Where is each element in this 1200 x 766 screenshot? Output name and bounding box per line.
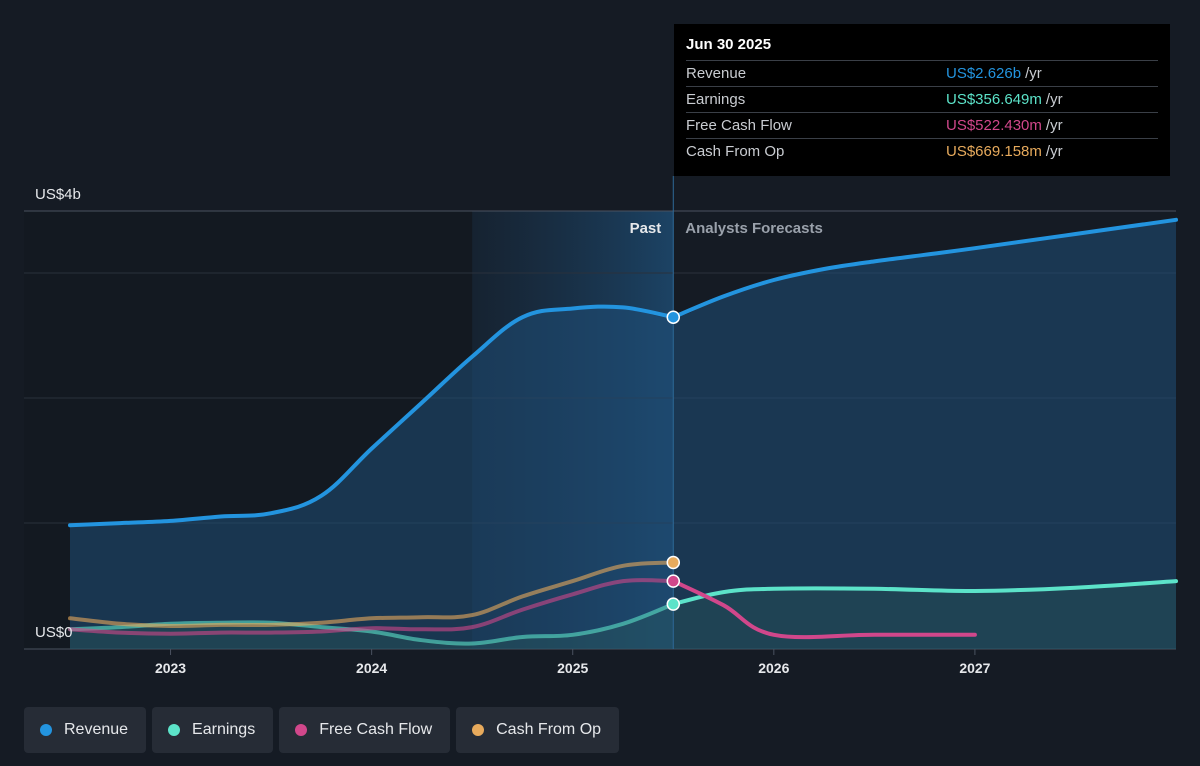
cash-from-op-line	[68, 560, 676, 629]
tooltip-label: Free Cash Flow	[686, 117, 792, 134]
legend-label: Earnings	[192, 721, 256, 738]
tooltip-value: US$669.158m	[946, 143, 1042, 160]
legend-label: Revenue	[64, 721, 129, 738]
earnings-line	[68, 602, 676, 646]
legend-label: Cash From Op	[496, 721, 602, 738]
tooltip-value: US$2.626b	[946, 65, 1022, 82]
tooltip-unit: /yr	[1045, 91, 1063, 108]
x-axis-ticks: 2023 2024 2025 2026 2027	[155, 649, 991, 676]
legend-item-free-cash-flow[interactable]: Free Cash Flow	[279, 707, 451, 753]
tooltip-row: Earnings US$356.649m/yr	[686, 86, 1158, 112]
legend-label: Free Cash Flow	[319, 721, 433, 738]
tooltip-label: Revenue	[686, 65, 747, 82]
tooltip-unit: /yr	[1025, 65, 1042, 82]
legend-dot-icon	[40, 724, 52, 736]
tooltip-unit: /yr	[1045, 117, 1063, 134]
revenue-area	[70, 219, 1176, 650]
legend-item-earnings[interactable]: Earnings	[152, 707, 274, 753]
free-cash-flow-line	[68, 578, 676, 636]
legend: Revenue Earnings Free Cash Flow Cash From O…	[24, 707, 620, 753]
tooltip-label: Earnings	[686, 91, 746, 108]
revenue-line	[68, 304, 676, 528]
revenue-marker[interactable]	[666, 310, 681, 324]
x-tick-label: 2025	[557, 660, 588, 676]
x-tick-label: 2027	[959, 660, 990, 676]
y-axis-top-label: US$4b	[35, 186, 81, 203]
series-markers	[666, 310, 681, 611]
earnings-forecast-line	[671, 579, 1178, 607]
earnings-area	[70, 581, 1176, 649]
legend-item-revenue[interactable]: Revenue	[24, 707, 147, 753]
legend-dot-icon	[295, 724, 308, 736]
x-tick-label: 2023	[155, 660, 186, 676]
x-tick-label: 2026	[758, 660, 789, 676]
free-cash-flow-marker[interactable]	[666, 574, 681, 588]
legend-dot-icon	[472, 724, 485, 736]
x-tick-label: 2024	[356, 660, 387, 676]
tooltip-unit: /yr	[1045, 143, 1063, 160]
tooltip-date: Jun 30 2025	[686, 36, 772, 53]
revenue-forecast-line	[671, 217, 1178, 320]
series-lines	[68, 217, 1178, 646]
tooltip-panel: Jun 30 2025 Revenue US$2.626b/yr Earnings U…	[674, 24, 1170, 176]
cash-from-op-marker[interactable]	[666, 555, 681, 570]
past-label: Past	[630, 220, 662, 237]
legend-dot-icon	[168, 724, 181, 736]
tooltip-row: Revenue US$2.626b/yr	[686, 60, 1158, 86]
earnings-marker[interactable]	[666, 597, 681, 611]
tooltip-row: Cash From Op US$669.158m/yr	[686, 138, 1158, 164]
tooltip-value: US$522.430m	[946, 117, 1042, 134]
tooltip-rows: Revenue US$2.626b/yr Earnings US$356.649m/y…	[686, 60, 1158, 164]
tooltip-value: US$356.649m	[946, 91, 1042, 108]
free-cash-flow-forecast-line	[671, 579, 977, 640]
tooltip-row: Free Cash Flow US$522.430m/yr	[686, 112, 1158, 138]
series-areas	[70, 219, 1176, 650]
legend-item-cash-from-op[interactable]: Cash From Op	[456, 707, 620, 753]
tooltip-label: Cash From Op	[686, 143, 785, 160]
chart-canvas: US$4b US$0 Past Analysts Forecasts 2023 2…	[24, 176, 1178, 676]
forecast-label: Analysts Forecasts	[685, 220, 823, 237]
y-axis-bottom-label: US$0	[35, 624, 73, 641]
